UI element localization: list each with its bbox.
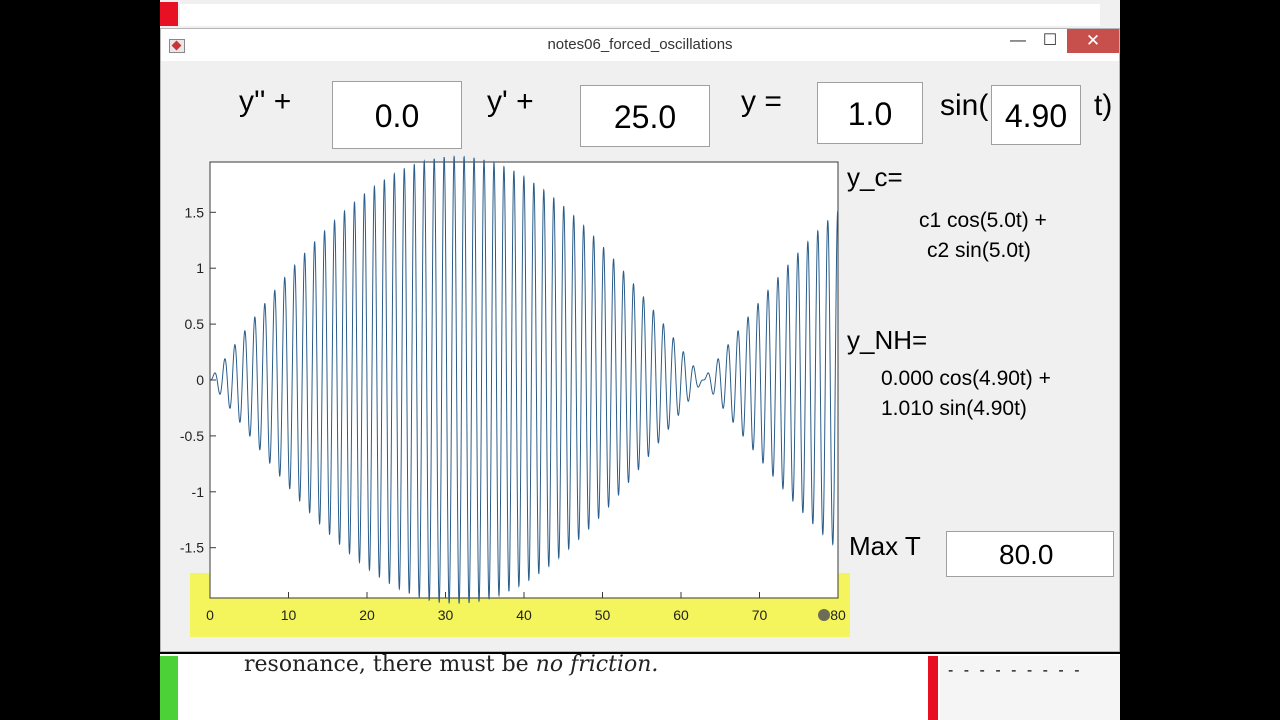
x-tick-labels: 0 10 20 30 40 50 60 70 80 bbox=[206, 607, 846, 623]
pen-toolbar[interactable]: - - - - - - - - - bbox=[940, 656, 1120, 720]
y0-label: y = bbox=[741, 85, 782, 118]
bottom-document-strip: resonance, there must be no friction. - … bbox=[160, 652, 1120, 720]
top-window-strip bbox=[160, 0, 1120, 28]
bottom-text-italic: no friction. bbox=[535, 652, 659, 677]
sin-label: sin( bbox=[940, 89, 989, 122]
mouse-cursor bbox=[818, 609, 830, 621]
y-tick-label: 0 bbox=[196, 372, 204, 388]
x-tick-label: 10 bbox=[281, 607, 297, 623]
y1-coefficient-field[interactable]: 25.0 bbox=[580, 85, 710, 147]
axes-box bbox=[209, 161, 839, 599]
yc-line2: c2 sin(5.0t) bbox=[927, 239, 1031, 262]
x-tick-label: 30 bbox=[438, 607, 454, 623]
ynh-line2: 1.010 sin(4.90t) bbox=[881, 397, 1027, 420]
y2-coefficient-field[interactable]: 0.0 bbox=[332, 81, 462, 149]
window-title: notes06_forced_oscillations bbox=[547, 36, 733, 53]
yc-line1: c1 cos(5.0t) + bbox=[919, 209, 1047, 232]
maxt-label: Max T bbox=[849, 531, 921, 561]
title-bar[interactable]: notes06_forced_oscillations — ☐ ✕ bbox=[161, 29, 1119, 61]
x-tick-label: 40 bbox=[516, 607, 532, 623]
maximize-button[interactable]: ☐ bbox=[1042, 32, 1058, 49]
ynh-line1: 0.000 cos(4.90t) + bbox=[881, 367, 1051, 390]
amplitude-field[interactable]: 1.0 bbox=[817, 82, 923, 144]
max-t-field[interactable]: 80.0 bbox=[946, 531, 1114, 577]
bottom-text-normal: resonance, there must be bbox=[244, 652, 536, 677]
y-tick-labels: 1.5 1 0.5 0 -0.5 -1 -1.5 bbox=[180, 204, 204, 555]
top-address-bar[interactable] bbox=[180, 4, 1100, 26]
yc-label: y_c= bbox=[847, 162, 903, 192]
pen-style-dashes[interactable]: - - - - - - - - - bbox=[948, 662, 1083, 679]
x-tick-label: 0 bbox=[206, 607, 214, 623]
y-tick-label: 0.5 bbox=[185, 316, 205, 332]
bottom-green-marker bbox=[160, 656, 178, 720]
y-tick-label: -0.5 bbox=[180, 428, 204, 444]
top-red-marker bbox=[160, 2, 178, 26]
x-tick-label: 80 bbox=[830, 607, 846, 623]
close-paren-label: t) bbox=[1094, 89, 1113, 122]
matlab-icon bbox=[169, 39, 185, 53]
x-tick-label: 50 bbox=[595, 607, 611, 623]
x-tick-label: 70 bbox=[752, 607, 768, 623]
bottom-document-text: resonance, there must be no friction. bbox=[244, 652, 658, 677]
ynh-label: y_NH= bbox=[847, 325, 928, 355]
x-tick-label: 60 bbox=[673, 607, 689, 623]
y-tick-label: -1 bbox=[192, 484, 205, 500]
y-tick-label: 1.5 bbox=[185, 204, 205, 220]
y2-label: y'' + bbox=[239, 85, 292, 118]
omega-field[interactable]: 4.90 bbox=[991, 85, 1081, 145]
y-tick-label: 1 bbox=[196, 260, 204, 276]
bottom-red-marker bbox=[928, 656, 938, 720]
y-tick-label: -1.5 bbox=[180, 540, 204, 556]
axis-ticks bbox=[209, 211, 839, 598]
signal-line bbox=[210, 155, 839, 604]
minimize-button[interactable]: — bbox=[1010, 32, 1026, 49]
close-button[interactable]: ✕ bbox=[1067, 29, 1119, 53]
x-tick-label: 20 bbox=[359, 607, 375, 623]
y1-label: y' + bbox=[487, 85, 534, 118]
